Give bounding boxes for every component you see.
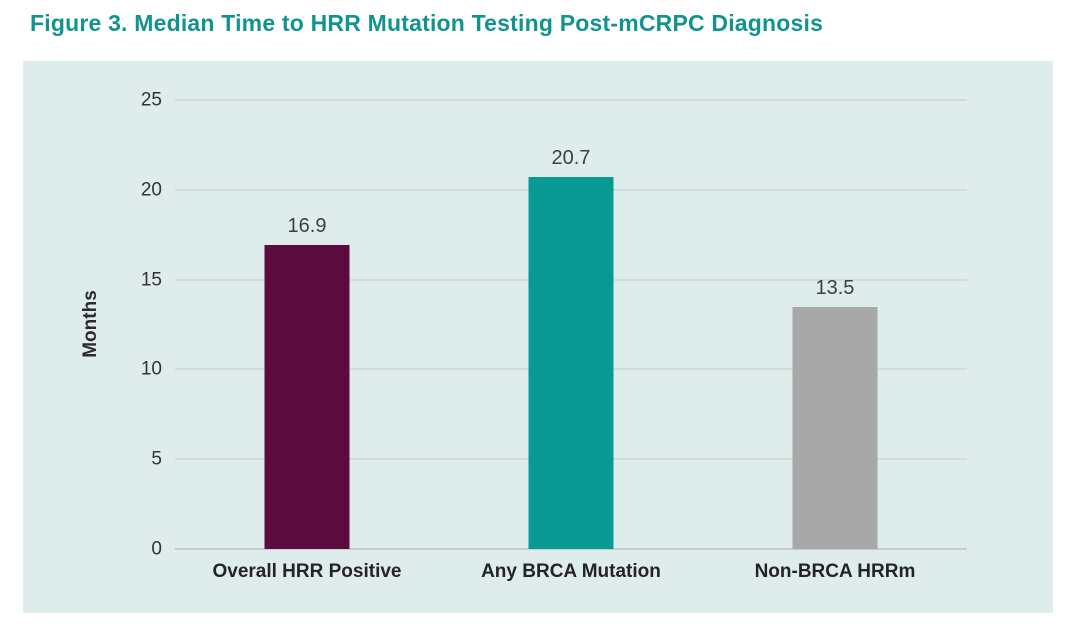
category-slot: 13.5 Non-BRCA HRRm	[703, 100, 967, 581]
chart-panel: Months 0 5 10 15 20 25 16.9 Overall HRR Positiv…	[23, 61, 1053, 613]
bar-overall-hrr-positive	[264, 245, 350, 549]
bar-value-label: 16.9	[287, 215, 327, 238]
y-tick-label: 25	[140, 89, 162, 111]
y-tick-label: 10	[140, 358, 162, 380]
y-tick-label: 15	[140, 269, 162, 291]
bar-non-brca-hrrm	[792, 306, 878, 549]
x-tick-label: Overall HRR Positive	[212, 561, 402, 582]
x-axis-line	[175, 548, 967, 550]
x-tick-label: Non-BRCA HRRm	[754, 561, 916, 582]
y-tick-label: 0	[151, 538, 162, 560]
plot-area: 0 5 10 15 20 25 16.9 Overall HRR Positive 20.7 An…	[141, 91, 967, 581]
category-slot: 20.7 Any BRCA Mutation	[439, 100, 703, 581]
gridline	[175, 99, 967, 101]
bar-value-label: 20.7	[551, 147, 591, 170]
bar-any-brca-mutation	[528, 177, 614, 549]
category-slot: 16.9 Overall HRR Positive	[175, 100, 439, 581]
y-tick-label: 20	[140, 179, 162, 201]
y-axis-title: Months	[80, 290, 101, 358]
figure-title: Figure 3. Median Time to HRR Mutation Te…	[30, 10, 824, 36]
bar-value-label: 13.5	[815, 276, 855, 299]
y-tick-label: 5	[151, 448, 162, 470]
x-tick-label: Any BRCA Mutation	[481, 561, 661, 582]
